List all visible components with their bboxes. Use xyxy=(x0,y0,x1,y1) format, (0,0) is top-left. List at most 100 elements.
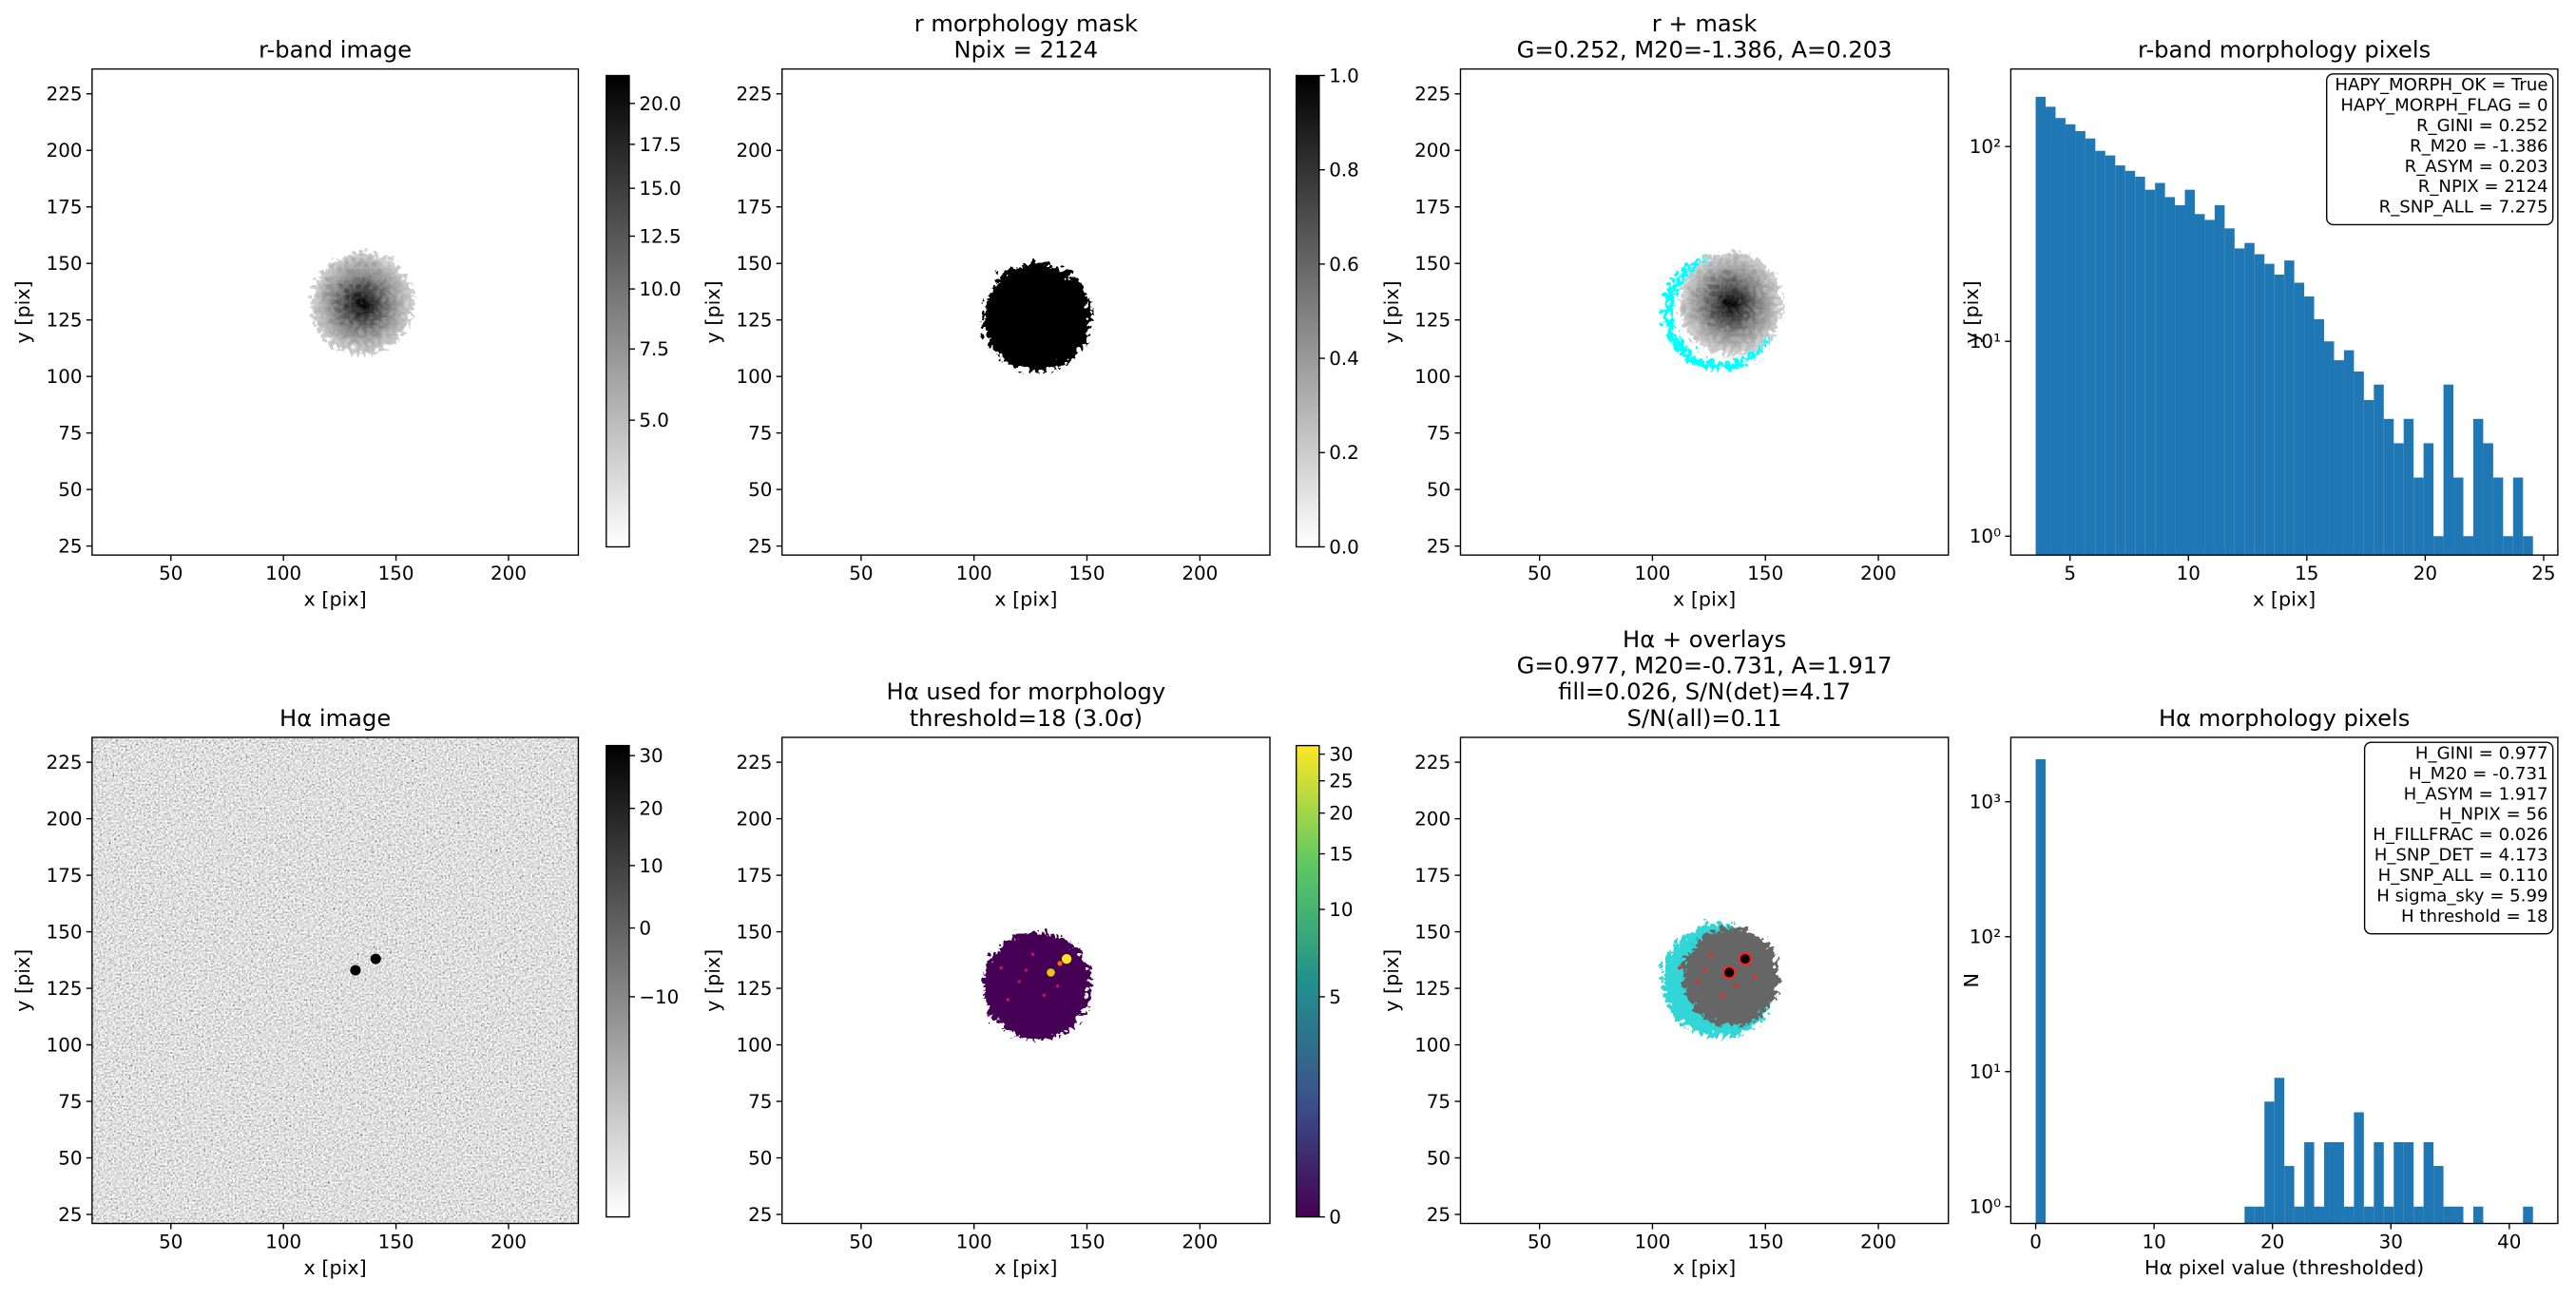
y-tick-label: 125 xyxy=(1414,978,1451,1000)
x-tick-label: 10 xyxy=(2142,1231,2165,1252)
bar xyxy=(2274,1078,2285,1224)
bar xyxy=(2194,214,2205,556)
y-tick-label: 150 xyxy=(736,921,772,943)
y-tick-label: 175 xyxy=(47,197,83,219)
x-tick-label: 100 xyxy=(956,1231,992,1252)
y-tick-label: 200 xyxy=(736,140,772,162)
colorbar-tick-label: 10 xyxy=(1329,899,1353,921)
x-tick-label: 30 xyxy=(2379,1231,2403,1252)
y-tick-label: 150 xyxy=(47,253,83,275)
annotation-line: HAPY_MORPH_FLAG = 0 xyxy=(2340,95,2547,115)
bar xyxy=(2046,106,2056,556)
annotation-line: H_SNP_ALL = 0.110 xyxy=(2378,866,2548,886)
panel-title: S/N(all)=0.11 xyxy=(1627,705,1782,732)
x-tick-label: 200 xyxy=(1860,1231,1896,1252)
y-axis-label: y [pix] xyxy=(11,949,34,1012)
panel-title: Hα morphology pixels xyxy=(2159,705,2410,732)
colorbar-tick-label: −10 xyxy=(639,986,679,1008)
bar xyxy=(2463,536,2473,556)
colorbar-tick-label: 0.4 xyxy=(1329,348,1359,370)
bar xyxy=(2453,1206,2464,1224)
annotation-line: H sigma_sky = 5.99 xyxy=(2376,886,2547,906)
y-tick-label: 100 xyxy=(47,1034,83,1056)
y-tick-label: 25 xyxy=(58,536,82,558)
bar xyxy=(2085,138,2096,556)
bar xyxy=(2343,1206,2355,1224)
axes-frame xyxy=(91,736,580,1225)
axes-frame xyxy=(2009,67,2559,556)
x-axis-label: x [pix] xyxy=(2253,588,2316,611)
colorbar-tick-label: 15.0 xyxy=(639,178,681,200)
bar xyxy=(2124,170,2136,556)
x-tick-label: 100 xyxy=(265,1231,301,1252)
annotation-line: H_FILLFRAC = 0.026 xyxy=(2373,825,2547,845)
x-tick-label: 20 xyxy=(2260,1231,2284,1252)
y-tick-label: 125 xyxy=(1414,310,1451,332)
panel-title: G=0.252, M20=-1.386, A=0.203 xyxy=(1517,36,1893,63)
pixel xyxy=(1734,984,1739,988)
bar xyxy=(2294,282,2305,556)
bright-pixel xyxy=(1057,961,1063,966)
pixel xyxy=(1055,984,1060,988)
bar xyxy=(2403,1142,2414,1224)
y-tick-label: 175 xyxy=(736,865,772,887)
bright-spot xyxy=(1722,965,1737,980)
y-tick-label: 125 xyxy=(736,310,772,332)
axes-frame xyxy=(1459,67,1950,556)
x-tick-label: 50 xyxy=(1528,1231,1551,1252)
annotation-line: H_GINI = 0.977 xyxy=(2415,743,2548,763)
x-tick-label: 100 xyxy=(1634,1231,1670,1252)
y-tick-label: 75 xyxy=(58,423,82,445)
bar xyxy=(2413,477,2424,556)
bar xyxy=(2264,263,2275,556)
y-tick-label: 100 xyxy=(736,366,772,388)
x-tick-label: 15 xyxy=(2295,563,2318,584)
x-axis-label: x [pix] xyxy=(994,1256,1057,1279)
y-tick-label: 200 xyxy=(1414,809,1451,831)
y-tick-label: 150 xyxy=(47,921,83,943)
axes-frame xyxy=(781,736,1271,1225)
bar xyxy=(2254,254,2265,556)
colorbar-tick-label: 0 xyxy=(639,917,651,939)
y-tick-label: 25 xyxy=(748,1204,772,1226)
annotation-frame xyxy=(2326,73,2554,226)
bar xyxy=(2304,1142,2315,1224)
pixel xyxy=(1030,952,1035,957)
colorbar-tick-label: 0.2 xyxy=(1329,442,1359,464)
colorbar-tick-label: 0.0 xyxy=(1329,536,1359,558)
x-tick-label: 50 xyxy=(849,1231,873,1252)
bar xyxy=(2403,418,2414,556)
bright-spot xyxy=(370,953,381,965)
y-tick-label: 75 xyxy=(1427,423,1451,445)
y-tick-label: 225 xyxy=(47,752,83,774)
x-tick-label: 100 xyxy=(265,563,301,584)
bar xyxy=(2264,1101,2275,1224)
y-tick-label: 75 xyxy=(58,1091,82,1113)
y-tick-label: 200 xyxy=(47,809,83,831)
panel-title: r morphology mask xyxy=(914,10,1138,37)
bright-pixel xyxy=(1061,953,1072,965)
y-tick-label: 25 xyxy=(1427,1204,1451,1226)
pixel xyxy=(1678,965,1682,970)
pixel xyxy=(1024,968,1028,972)
pixel xyxy=(1042,993,1047,997)
bar xyxy=(2105,155,2116,556)
bar xyxy=(2343,350,2355,556)
y-tick-label: 225 xyxy=(1414,84,1451,105)
x-tick-label: 0 xyxy=(2029,1231,2042,1252)
panel-title: r + mask xyxy=(1652,10,1758,37)
x-axis-label: x [pix] xyxy=(1673,1256,1736,1279)
panel-title: Hα image xyxy=(279,705,391,732)
bar xyxy=(2334,360,2344,556)
panel-title: Hα + overlays xyxy=(1623,626,1786,653)
annotation-line: HAPY_MORPH_OK = True xyxy=(2335,75,2547,95)
bar xyxy=(2512,477,2524,556)
y-tick-label: 75 xyxy=(748,1091,772,1113)
panel-title: r-band morphology pixels xyxy=(2138,36,2431,63)
panel-title: Hα used for morphology xyxy=(887,678,1166,705)
panel-title: G=0.977, M20=-0.731, A=1.917 xyxy=(1517,653,1893,679)
